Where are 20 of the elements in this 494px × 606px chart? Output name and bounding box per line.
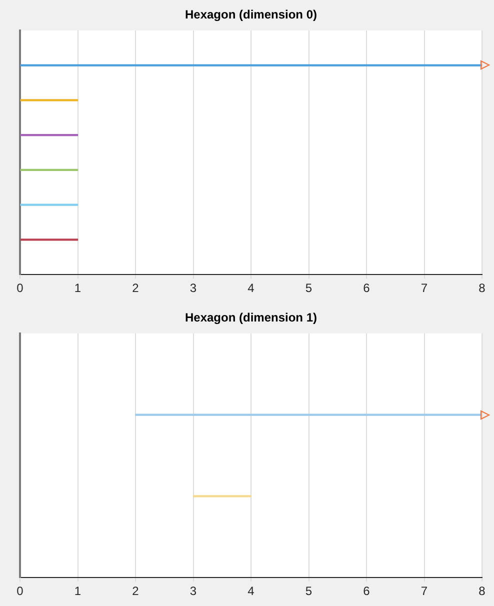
x-tick-label: 4 — [248, 584, 255, 598]
x-tick-label: 2 — [132, 281, 140, 296]
chart-title: Hexagon (dimension 0) — [184, 8, 318, 22]
x-tick-label: 7 — [420, 281, 428, 296]
chart-title: Hexagon (dimension 1) — [184, 310, 318, 325]
x-tick-label: 8 — [478, 584, 486, 598]
x-tick-label: 2 — [132, 584, 140, 598]
x-tick-label: 1 — [74, 584, 82, 598]
x-tick-label: 6 — [363, 584, 370, 598]
x-tick-label: 4 — [248, 281, 255, 296]
x-tick-label: 8 — [478, 281, 486, 296]
x-tick-label: 6 — [363, 281, 370, 296]
x-tick-label: 1 — [74, 281, 82, 296]
x-tick-label: 0 — [16, 584, 24, 598]
x-tick-label: 3 — [190, 584, 197, 598]
x-tick-label: 3 — [190, 281, 197, 296]
x-tick-label: 0 — [16, 281, 24, 296]
x-tick-label: 7 — [420, 584, 428, 598]
x-tick-label: 5 — [305, 584, 312, 598]
x-tick-label: 5 — [305, 281, 312, 296]
